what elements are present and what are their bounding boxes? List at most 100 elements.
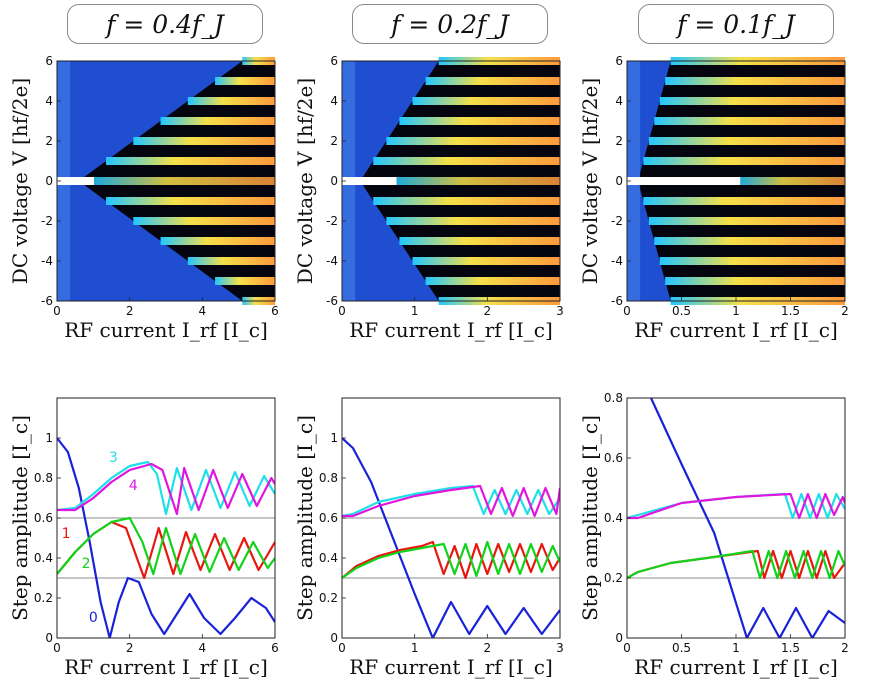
bottom-ytick-label: 1 xyxy=(45,431,53,445)
heatmap-step-band-0 xyxy=(627,177,741,185)
heatmap-step-band xyxy=(654,237,845,245)
top-xtick-label: 6 xyxy=(271,304,279,318)
heatmap-step-band xyxy=(106,157,275,165)
bottom-xtick-label: 0 xyxy=(53,641,61,655)
series-line-3 xyxy=(57,460,275,516)
bottom-ytick-label: 0.2 xyxy=(604,571,623,585)
top-ytick-label: -4 xyxy=(41,254,53,268)
panel-title-1: f = 0.4f_J xyxy=(67,4,263,44)
series-line-2 xyxy=(342,540,560,579)
top-xtick-label: 1 xyxy=(411,304,419,318)
bottom-ytick-label: 0.8 xyxy=(319,471,338,485)
bottom-ytick-label: 0.4 xyxy=(34,551,53,565)
heatmap-panel-3 xyxy=(626,57,846,305)
heatmap-step-band xyxy=(160,237,275,245)
top-xtick-label: 3 xyxy=(556,304,564,318)
bottom-ytick-label: 0.6 xyxy=(604,451,623,465)
series-line-2 xyxy=(57,516,275,576)
top-ylabel: DC voltage V [hf/2e] xyxy=(578,78,602,284)
heatmap-step-band xyxy=(643,197,845,205)
bottom-ytick-label: 0.6 xyxy=(34,511,53,525)
top-xtick-label: 2 xyxy=(484,304,492,318)
top-ytick-label: 2 xyxy=(330,134,338,148)
top-ytick-label: 4 xyxy=(45,94,53,108)
bottom-ylabel: Step amplitude [I_c] xyxy=(8,415,32,621)
heatmap-step-band xyxy=(133,137,275,145)
heatmap-step-band-0 xyxy=(57,177,95,185)
bottom-ytick-label: 0 xyxy=(330,631,338,645)
bottom-xtick-label: 2 xyxy=(484,641,492,655)
series-line-4 xyxy=(57,462,275,516)
top-xlabel: RF current I_rf [I_c] xyxy=(64,318,268,342)
top-ytick-label: -6 xyxy=(41,294,53,308)
heatmap-step-band xyxy=(386,137,560,145)
series-group xyxy=(57,437,275,638)
heatmap-step-band xyxy=(215,77,275,85)
top-xtick-label: 2 xyxy=(841,304,849,318)
heatmap-step-band xyxy=(654,117,845,125)
top-ytick-label: 4 xyxy=(615,94,623,108)
bottom-ytick-label: 1 xyxy=(330,431,338,445)
heatmap-step-band xyxy=(659,257,845,265)
heatmap-step-band xyxy=(133,217,275,225)
bottom-xtick-label: 0 xyxy=(623,641,631,655)
top-xtick-label: 0.5 xyxy=(672,304,691,318)
top-ylabel: DC voltage V [hf/2e] xyxy=(293,78,317,284)
heatmap-step-band xyxy=(187,257,275,265)
bottom-xlabel: RF current I_rf [I_c] xyxy=(64,655,268,679)
top-xlabel: RF current I_rf [I_c] xyxy=(634,318,838,342)
heatmap-step-band xyxy=(373,157,560,165)
heatmap-zero-region xyxy=(57,61,243,301)
heatmap-step-band xyxy=(643,157,845,165)
bottom-xtick-label: 0.5 xyxy=(672,641,691,655)
bottom-ytick-label: 0.8 xyxy=(604,391,623,405)
top-ytick-label: 6 xyxy=(615,54,623,68)
bottom-xlabel: RF current I_rf [I_c] xyxy=(349,655,553,679)
bottom-ylabel: Step amplitude [I_c] xyxy=(578,415,602,621)
bottom-xtick-label: 1.5 xyxy=(781,641,800,655)
panel-title-3: f = 0.1f_J xyxy=(638,4,834,44)
top-xtick-label: 4 xyxy=(199,304,207,318)
top-xtick-label: 2 xyxy=(126,304,134,318)
series-line-4 xyxy=(627,492,845,520)
heatmap-step-band xyxy=(648,137,845,145)
top-xlabel: RF current I_rf [I_c] xyxy=(349,318,553,342)
top-ytick-label: -4 xyxy=(326,254,338,268)
top-ytick-label: -2 xyxy=(611,214,623,228)
top-ytick-label: -6 xyxy=(611,294,623,308)
heatmap-step-band xyxy=(396,177,560,185)
heatmap-zero-region xyxy=(342,61,439,301)
heatmap-step-band xyxy=(94,177,275,185)
top-xtick-label: 1 xyxy=(732,304,740,318)
top-xtick-label: 1.5 xyxy=(781,304,800,318)
bottom-ytick-label: 0 xyxy=(45,631,53,645)
heatmap-step-band xyxy=(399,117,560,125)
series-line-2 xyxy=(627,549,845,580)
top-ytick-label: -2 xyxy=(41,214,53,228)
top-ytick-label: 0 xyxy=(615,174,623,188)
series-line-0 xyxy=(650,398,845,638)
bottom-ytick-label: 0.6 xyxy=(319,511,338,525)
heatmap-step-band xyxy=(648,217,845,225)
heatmap-step-band xyxy=(160,117,275,125)
top-xtick-label: 0 xyxy=(623,304,631,318)
heatmap-step-band xyxy=(659,97,845,105)
series-line-4 xyxy=(342,484,560,518)
series-annotation-0: 0 xyxy=(89,610,98,626)
series-group xyxy=(627,398,845,638)
heatmap-step-band xyxy=(412,257,560,265)
series-line-3 xyxy=(342,484,560,518)
series-annotation-3: 3 xyxy=(109,450,118,466)
bottom-xtick-label: 3 xyxy=(556,641,564,655)
series-annotation-4: 4 xyxy=(129,478,138,494)
heatmap-step-band xyxy=(412,97,560,105)
top-ytick-label: -4 xyxy=(611,254,623,268)
heatmap-step-band xyxy=(386,217,560,225)
bottom-xtick-label: 4 xyxy=(199,641,207,655)
heatmap-step-band xyxy=(106,197,275,205)
series-line-0 xyxy=(57,437,275,638)
heatmap-step-band xyxy=(665,277,845,285)
bottom-ytick-label: 0.4 xyxy=(604,511,623,525)
series-annotation-2: 2 xyxy=(82,556,91,572)
